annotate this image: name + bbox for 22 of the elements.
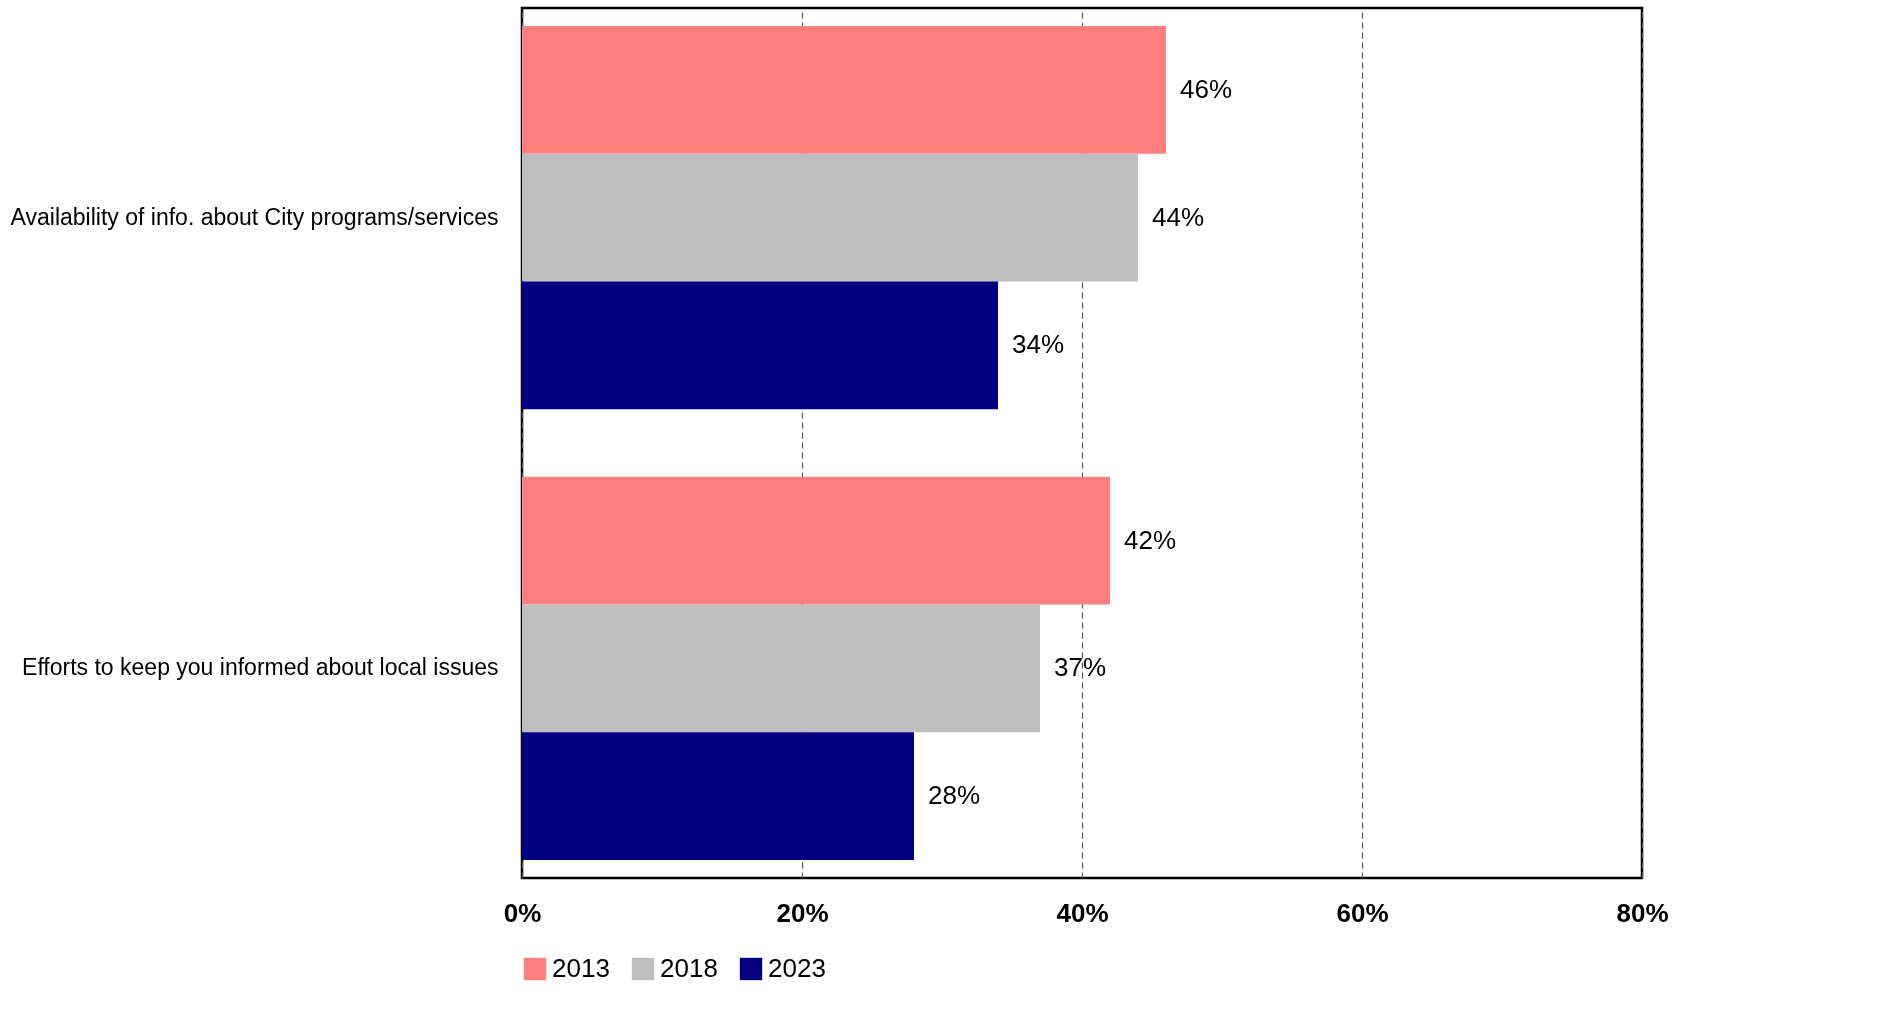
bar [522,476,1110,605]
bar [522,153,1138,282]
x-tick-label: 20% [776,897,829,928]
data-label: 28% [928,780,981,811]
legend-label: 2023 [768,953,826,983]
bar [522,732,914,860]
bar [522,604,1040,733]
data-label: 44% [1152,201,1205,232]
data-label: 46% [1180,73,1233,104]
x-tick-label: 40% [1056,897,1109,928]
x-tick-label: 80% [1616,897,1669,928]
y-tick-label: Availability of info. about City programs/services [10,203,499,230]
y-tick-label: Efforts to keep you informed about local issues [22,654,499,681]
x-tick-label: 0% [503,897,542,928]
bar [522,281,998,410]
x-tick-label: 60% [1336,897,1389,928]
data-label: 34% [1012,329,1065,360]
data-label: 37% [1054,652,1107,683]
legend-label: 2018 [660,953,718,983]
bar [522,26,1166,154]
legend-label: 2013 [552,953,610,983]
data-label: 42% [1124,524,1177,555]
